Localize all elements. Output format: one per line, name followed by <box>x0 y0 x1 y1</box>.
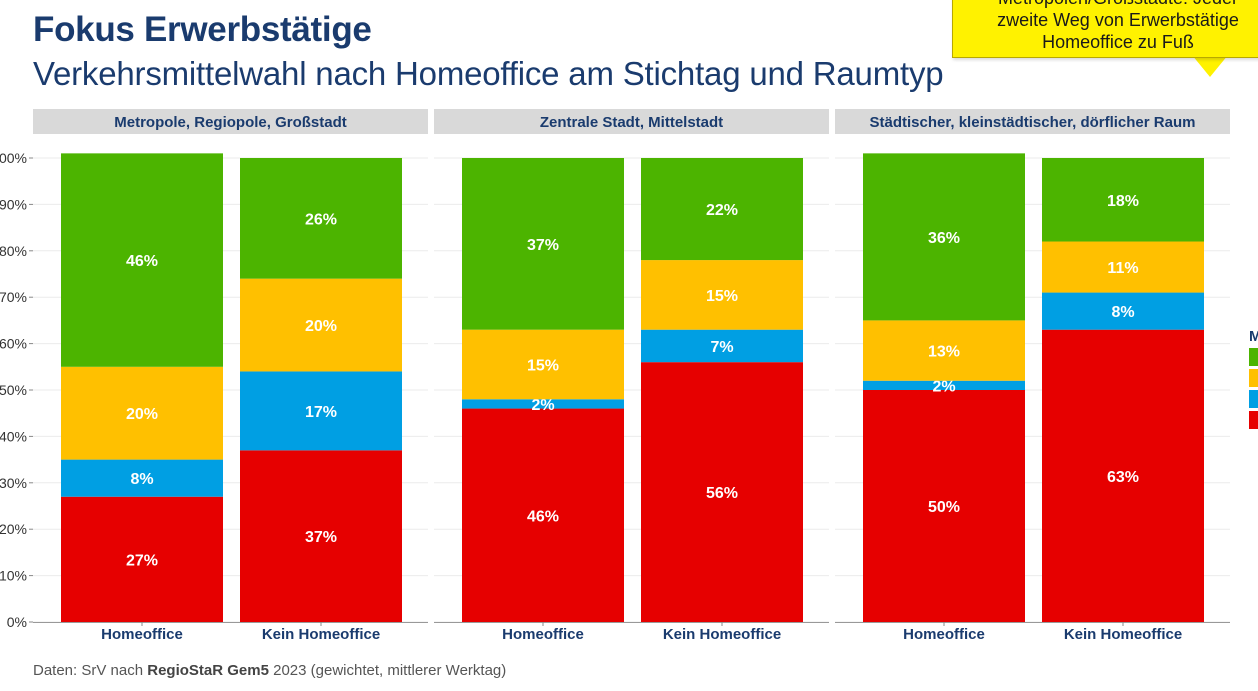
data-label: 11% <box>1107 260 1138 277</box>
bar-segment <box>641 260 803 330</box>
x-tick-label: Homeoffice <box>903 626 985 643</box>
x-tick-label: Homeoffice <box>502 626 584 643</box>
bar-segment <box>641 329 803 363</box>
callout-line: Metropolen/Großstädte: Jeder <box>953 0 1258 9</box>
bar-segment <box>1042 241 1204 293</box>
bar-segment <box>641 158 803 261</box>
bar-segment <box>240 371 402 451</box>
y-tick-label: 80% <box>0 243 27 259</box>
source-note: Daten: SrV nach RegioStaR Gem5 2023 (gew… <box>33 662 506 679</box>
bar-segment <box>462 329 624 400</box>
data-label: 13% <box>928 344 960 361</box>
y-tick-label: 70% <box>0 289 27 305</box>
data-label: 46% <box>527 508 559 525</box>
legend-title: M <box>1249 328 1258 345</box>
data-label: 15% <box>527 357 559 374</box>
bar-segment <box>1042 329 1204 622</box>
bar-segment <box>240 450 402 622</box>
y-tick-label: 40% <box>0 428 27 444</box>
data-label: 20% <box>126 406 158 423</box>
data-label: 63% <box>1107 469 1139 486</box>
data-label: 37% <box>305 529 337 546</box>
bar-segment <box>240 158 402 279</box>
callout-line: zweite Weg von Erwerbstätige <box>997 10 1239 30</box>
data-label: 17% <box>305 404 337 421</box>
legend-key <box>1249 348 1258 366</box>
data-label: 36% <box>928 230 960 247</box>
bar-segment <box>462 408 624 622</box>
facet-title: Metropole, Regiopole, Großstadt <box>114 114 347 131</box>
bar-segment <box>641 362 803 622</box>
y-tick-label: 0% <box>7 614 27 630</box>
data-label: 2% <box>531 397 554 414</box>
bar-segment <box>863 153 1025 321</box>
data-label: 18% <box>1107 193 1139 210</box>
data-label: 8% <box>130 471 153 488</box>
source-suffix: 2023 (gewichtet, mittlerer Werktag) <box>268 662 507 679</box>
bar-segment <box>61 496 223 622</box>
y-tick-label: 10% <box>0 568 27 584</box>
callout-note: Metropolen/Großstädte: Jeder zweite Weg … <box>952 0 1258 58</box>
page-subtitle: Verkehrsmittelwahl nach Homeoffice am St… <box>33 55 944 92</box>
page-title: Fokus Erwerbstätige <box>33 10 372 49</box>
data-label: 46% <box>126 253 158 270</box>
data-label: 50% <box>928 499 960 516</box>
bar-segment <box>61 366 223 460</box>
y-tick-label: 90% <box>0 196 27 212</box>
facet-header <box>434 109 829 134</box>
y-tick-label: 50% <box>0 382 27 398</box>
bar-segment <box>1042 292 1204 330</box>
bar-segment <box>61 153 223 367</box>
facet-header <box>33 109 428 134</box>
bar-segment <box>462 158 624 330</box>
data-label: 2% <box>932 378 955 395</box>
x-tick-label: Kein Homeoffice <box>262 626 380 643</box>
y-tick-label: 100% <box>0 150 27 166</box>
y-tick-label: 20% <box>0 521 27 537</box>
data-label: 8% <box>1111 304 1134 321</box>
bar-segment <box>1042 158 1204 242</box>
data-label: 22% <box>706 202 738 219</box>
facet-title: Zentrale Stadt, Mittelstadt <box>540 114 723 131</box>
data-label: 26% <box>305 211 337 228</box>
legend-key <box>1249 390 1258 408</box>
data-label: 56% <box>706 485 738 502</box>
bar-segment <box>240 278 402 372</box>
bar-segment <box>863 380 1025 390</box>
x-tick-label: Homeoffice <box>101 626 183 643</box>
legend-key <box>1249 411 1258 429</box>
x-tick-label: Kein Homeoffice <box>1064 626 1182 643</box>
bar-segment <box>863 390 1025 622</box>
bar-segment <box>863 320 1025 381</box>
y-tick-label: 60% <box>0 336 27 352</box>
data-label: 27% <box>126 552 158 569</box>
y-tick-label: 30% <box>0 475 27 491</box>
callout-tail <box>1192 55 1228 77</box>
data-label: 15% <box>706 288 738 305</box>
data-label: 7% <box>710 339 733 356</box>
legend-key <box>1249 369 1258 387</box>
source-prefix: Daten: SrV nach <box>33 662 148 679</box>
x-tick-label: Kein Homeoffice <box>663 626 781 643</box>
data-label: 37% <box>527 237 559 254</box>
source-bold: RegioStaR Gem5 <box>147 662 269 679</box>
bar-segment <box>462 399 624 409</box>
facet-header <box>835 109 1230 134</box>
data-label: 20% <box>305 318 337 335</box>
bar-segment <box>61 459 223 497</box>
facet-title: Städtischer, kleinstädtischer, dörfliche… <box>870 114 1196 131</box>
callout-line: Homeoffice zu Fuß <box>1042 32 1194 52</box>
